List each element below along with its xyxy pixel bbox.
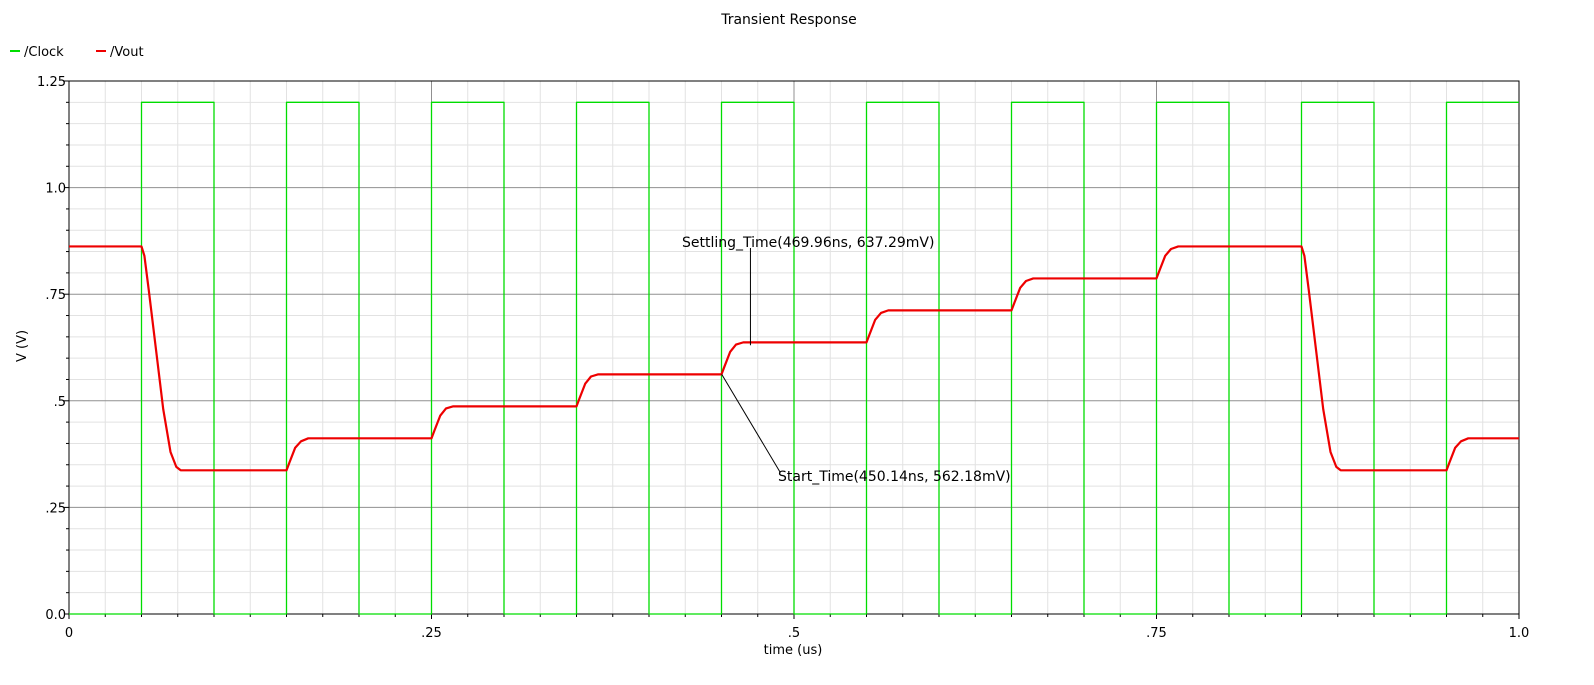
annotation-layer: Settling_Time(469.96ns, 637.29mV) Start_T… <box>682 235 1011 485</box>
settling-time-label: Settling_Time(469.96ns, 637.29mV) <box>682 235 934 251</box>
series-layer <box>69 101 1519 615</box>
legend: /Clock /Vout <box>10 45 144 60</box>
x-axis: 0 .25 .5 .75 1.0 <box>65 614 1529 641</box>
y-tick-label: .25 <box>45 501 66 516</box>
y-tick-label: 0.0 <box>45 608 66 623</box>
series-line-vout <box>69 245 1519 472</box>
start-time-leader <box>721 374 781 473</box>
series-line-clock <box>69 101 1519 615</box>
y-tick-label: .5 <box>54 395 66 410</box>
y-tick-label: 1.0 <box>45 182 66 197</box>
start-time-label: Start_Time(450.14ns, 562.18mV) <box>778 469 1011 485</box>
x-axis-label: time (us) <box>764 643 823 658</box>
y-axis: 0.0 .25 .5 .75 1.0 1.25 <box>37 75 69 623</box>
legend-label-clock: /Clock <box>24 45 64 60</box>
x-tick-label: .5 <box>788 626 800 641</box>
chart-title: Transient Response <box>720 12 857 28</box>
x-tick-label: .75 <box>1146 626 1167 641</box>
y-tick-label: 1.25 <box>37 75 66 90</box>
x-tick-label: 0 <box>65 626 73 641</box>
y-axis-label: V (V) <box>15 330 30 362</box>
x-tick-label: 1.0 <box>1509 626 1530 641</box>
legend-label-vout: /Vout <box>110 45 144 60</box>
x-tick-label: .25 <box>421 626 442 641</box>
y-tick-label: .75 <box>45 288 66 303</box>
